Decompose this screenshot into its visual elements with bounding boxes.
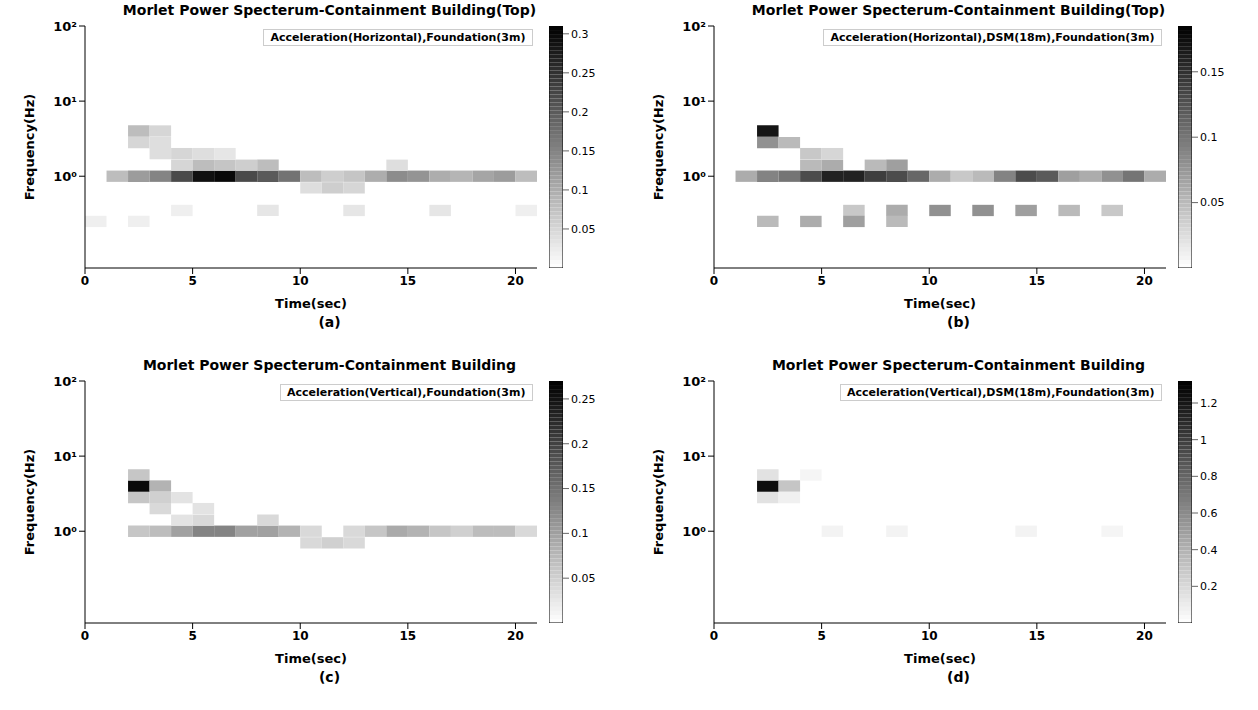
html-text:(a): (a) bbox=[318, 314, 341, 330]
html-text:(d): (d) bbox=[947, 669, 970, 685]
svg-text:0.3: 0.3 bbox=[571, 28, 589, 41]
svg-text:Time(sec): Time(sec) bbox=[275, 651, 347, 665]
svg-text:20: 20 bbox=[1136, 274, 1153, 288]
svg-text:0: 0 bbox=[709, 274, 717, 288]
svg-text:10: 10 bbox=[291, 274, 308, 288]
svg-text:10⁰: 10⁰ bbox=[53, 169, 77, 184]
svg-text:Frequency(Hz): Frequency(Hz) bbox=[650, 449, 665, 555]
html-text:Morlet Power Specterum-Contain: Morlet Power Specterum-Containment Build… bbox=[771, 357, 1146, 373]
svg-text:0: 0 bbox=[80, 274, 88, 288]
html-text:Morlet Power Specterum-Contain: Morlet Power Specterum-Containment Build… bbox=[751, 2, 1166, 18]
html-text:Morlet Power Specterum-Contain: Morlet Power Specterum-Containment Build… bbox=[122, 2, 537, 18]
svg-text:0.05: 0.05 bbox=[571, 223, 596, 236]
html-text:(b): (b) bbox=[947, 314, 970, 330]
svg-text:10¹: 10¹ bbox=[682, 94, 706, 109]
svg-text:0: 0 bbox=[80, 629, 88, 643]
svg-text:0.15: 0.15 bbox=[1200, 66, 1225, 79]
svg-text:1: 1 bbox=[1200, 434, 1207, 447]
svg-text:Time(sec): Time(sec) bbox=[904, 651, 976, 665]
html-text:Acceleration(Vertical),DSM(18m: Acceleration(Vertical),DSM(18m),Foundati… bbox=[847, 386, 1155, 399]
svg-text:10¹: 10¹ bbox=[53, 449, 77, 464]
svg-text:0.1: 0.1 bbox=[571, 527, 589, 540]
svg-text:20: 20 bbox=[1136, 629, 1153, 643]
svg-text:10: 10 bbox=[920, 629, 937, 643]
svg-text:10²: 10² bbox=[53, 20, 77, 34]
svg-text:0.15: 0.15 bbox=[571, 145, 596, 158]
svg-text:10²: 10² bbox=[682, 20, 706, 34]
html-text:Acceleration(Vertical),Foundat: Acceleration(Vertical),Foundation(3m) bbox=[287, 386, 526, 399]
svg-text:10: 10 bbox=[291, 629, 308, 643]
svg-text:5: 5 bbox=[817, 629, 825, 643]
svg-text:15: 15 bbox=[1028, 274, 1045, 288]
svg-text:15: 15 bbox=[1028, 629, 1045, 643]
svg-text:10¹: 10¹ bbox=[682, 449, 706, 464]
svg-text:5: 5 bbox=[188, 629, 196, 643]
svg-text:20: 20 bbox=[507, 274, 524, 288]
svg-text:0.6: 0.6 bbox=[1200, 507, 1218, 520]
html-text:Acceleration(Horizontal),DSM(1: Acceleration(Horizontal),DSM(18m),Founda… bbox=[830, 31, 1155, 44]
svg-text:0.2: 0.2 bbox=[571, 106, 589, 119]
svg-text:Frequency(Hz): Frequency(Hz) bbox=[650, 94, 665, 200]
html-text:Acceleration(Horizontal),Found: Acceleration(Horizontal),Foundation(3m) bbox=[270, 31, 526, 44]
svg-text:0.25: 0.25 bbox=[571, 67, 596, 80]
svg-text:1.2: 1.2 bbox=[1200, 397, 1218, 410]
svg-text:0: 0 bbox=[709, 629, 717, 643]
svg-text:0.2: 0.2 bbox=[1200, 580, 1218, 593]
svg-text:15: 15 bbox=[399, 274, 416, 288]
svg-text:10: 10 bbox=[920, 274, 937, 288]
svg-text:0.1: 0.1 bbox=[571, 184, 589, 197]
svg-text:Frequency(Hz): Frequency(Hz) bbox=[21, 449, 36, 555]
svg-text:10⁰: 10⁰ bbox=[682, 524, 706, 539]
svg-text:Time(sec): Time(sec) bbox=[275, 296, 347, 310]
svg-text:Frequency(Hz): Frequency(Hz) bbox=[21, 94, 36, 200]
svg-text:Time(sec): Time(sec) bbox=[904, 296, 976, 310]
svg-text:0.05: 0.05 bbox=[1200, 196, 1225, 209]
svg-text:0.2: 0.2 bbox=[571, 438, 589, 451]
svg-text:0.25: 0.25 bbox=[571, 393, 596, 406]
svg-text:0.1: 0.1 bbox=[1200, 131, 1218, 144]
svg-text:5: 5 bbox=[188, 274, 196, 288]
html-text:(c): (c) bbox=[318, 669, 340, 685]
svg-text:15: 15 bbox=[399, 629, 416, 643]
svg-text:0.8: 0.8 bbox=[1200, 470, 1218, 483]
svg-text:10²: 10² bbox=[682, 375, 706, 389]
svg-text:10⁰: 10⁰ bbox=[682, 169, 706, 184]
svg-text:0.4: 0.4 bbox=[1200, 544, 1218, 557]
svg-text:5: 5 bbox=[817, 274, 825, 288]
svg-text:20: 20 bbox=[507, 629, 524, 643]
svg-text:10²: 10² bbox=[53, 375, 77, 389]
html-text:Morlet Power Specterum-Contain: Morlet Power Specterum-Containment Build… bbox=[142, 357, 517, 373]
svg-text:10¹: 10¹ bbox=[53, 94, 77, 109]
svg-text:10⁰: 10⁰ bbox=[53, 524, 77, 539]
svg-text:0.15: 0.15 bbox=[571, 482, 596, 495]
svg-text:0.05: 0.05 bbox=[571, 572, 596, 585]
